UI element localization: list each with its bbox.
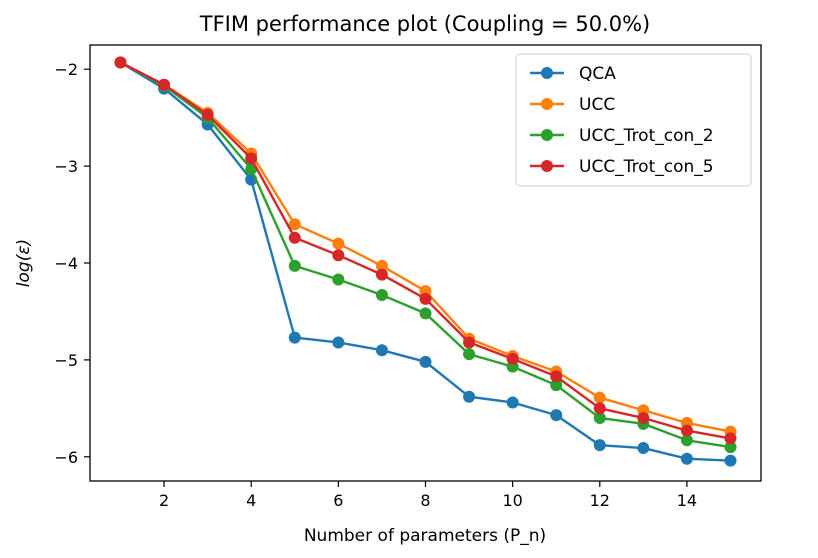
data-point-qca [506, 396, 519, 409]
data-point-ucc-trot-con-2 [593, 412, 606, 425]
y-tick-label: −6 [54, 448, 78, 467]
legend-label-ucc: UCC [579, 95, 615, 115]
data-point-qca [419, 355, 432, 368]
data-point-ucc-trot-con-2 [375, 288, 388, 301]
data-point-ucc-trot-con-5 [680, 424, 693, 437]
legend: QCA UCC UCC_Trot_con_2 UCC_Trot_con_5 [515, 53, 752, 187]
data-point-ucc-trot-con-5 [593, 402, 606, 415]
data-point-qca [332, 336, 345, 349]
legend-marker-qca [541, 67, 553, 79]
legend-marker-ucc-trot-con-5 [541, 160, 553, 172]
legend-label-ucc-trot-con-5: UCC_Trot_con_5 [579, 157, 714, 177]
chart-title: TFIM performance plot (Coupling = 50.0%) [199, 12, 651, 36]
x-tick-label: 10 [502, 491, 522, 510]
y-tick-label: −5 [54, 351, 78, 370]
data-point-ucc-trot-con-5 [332, 249, 345, 262]
legend-label-ucc-trot-con-2: UCC_Trot_con_2 [579, 126, 714, 146]
data-point-qca [724, 454, 737, 467]
data-point-qca [680, 452, 693, 465]
data-point-ucc-trot-con-5 [114, 56, 127, 69]
x-tick-label: 12 [590, 491, 610, 510]
data-point-ucc-trot-con-5 [637, 412, 650, 425]
x-tick-label: 2 [159, 491, 169, 510]
legend-marker-ucc-trot-con-2 [541, 129, 553, 141]
y-tick-label: −3 [54, 157, 78, 176]
data-point-ucc [332, 237, 345, 250]
data-point-ucc-trot-con-2 [332, 273, 345, 286]
data-point-qca [463, 390, 476, 403]
data-point-ucc-trot-con-2 [724, 441, 737, 454]
x-tick-label: 4 [246, 491, 256, 510]
data-point-ucc [593, 391, 606, 404]
y-tick-label: −4 [54, 254, 78, 273]
x-tick-label: 14 [677, 491, 697, 510]
data-point-ucc-trot-con-2 [419, 307, 432, 320]
data-point-ucc-trot-con-5 [158, 78, 171, 91]
data-point-ucc-trot-con-2 [288, 259, 301, 272]
legend-marker-ucc [541, 98, 553, 110]
data-point-ucc-trot-con-5 [375, 268, 388, 281]
x-tick-label: 8 [420, 491, 430, 510]
data-point-qca [375, 344, 388, 357]
legend-label-qca: QCA [579, 64, 616, 84]
data-point-ucc-trot-con-5 [506, 352, 519, 365]
data-point-qca [637, 442, 650, 455]
data-point-ucc-trot-con-5 [201, 108, 214, 121]
data-point-qca [550, 409, 563, 422]
legend-box [515, 53, 752, 187]
data-point-ucc-trot-con-5 [724, 432, 737, 445]
y-axis-label: log(ε) [14, 239, 34, 287]
data-point-ucc-trot-con-5 [550, 370, 563, 383]
data-point-ucc-trot-con-2 [550, 379, 563, 392]
data-point-ucc-trot-con-2 [680, 434, 693, 447]
x-axis-label: Number of parameters (P_n) [304, 526, 546, 546]
data-point-ucc [375, 259, 388, 272]
data-point-qca [288, 331, 301, 344]
data-point-ucc-trot-con-2 [463, 348, 476, 361]
data-point-ucc [288, 218, 301, 231]
data-point-ucc-trot-con-5 [419, 292, 432, 305]
x-tick-label: 6 [333, 491, 343, 510]
data-point-ucc-trot-con-5 [463, 336, 476, 349]
data-point-ucc-trot-con-5 [245, 152, 258, 165]
data-point-ucc-trot-con-5 [288, 231, 301, 244]
data-point-qca [593, 439, 606, 452]
y-tick-label: −2 [54, 60, 78, 79]
